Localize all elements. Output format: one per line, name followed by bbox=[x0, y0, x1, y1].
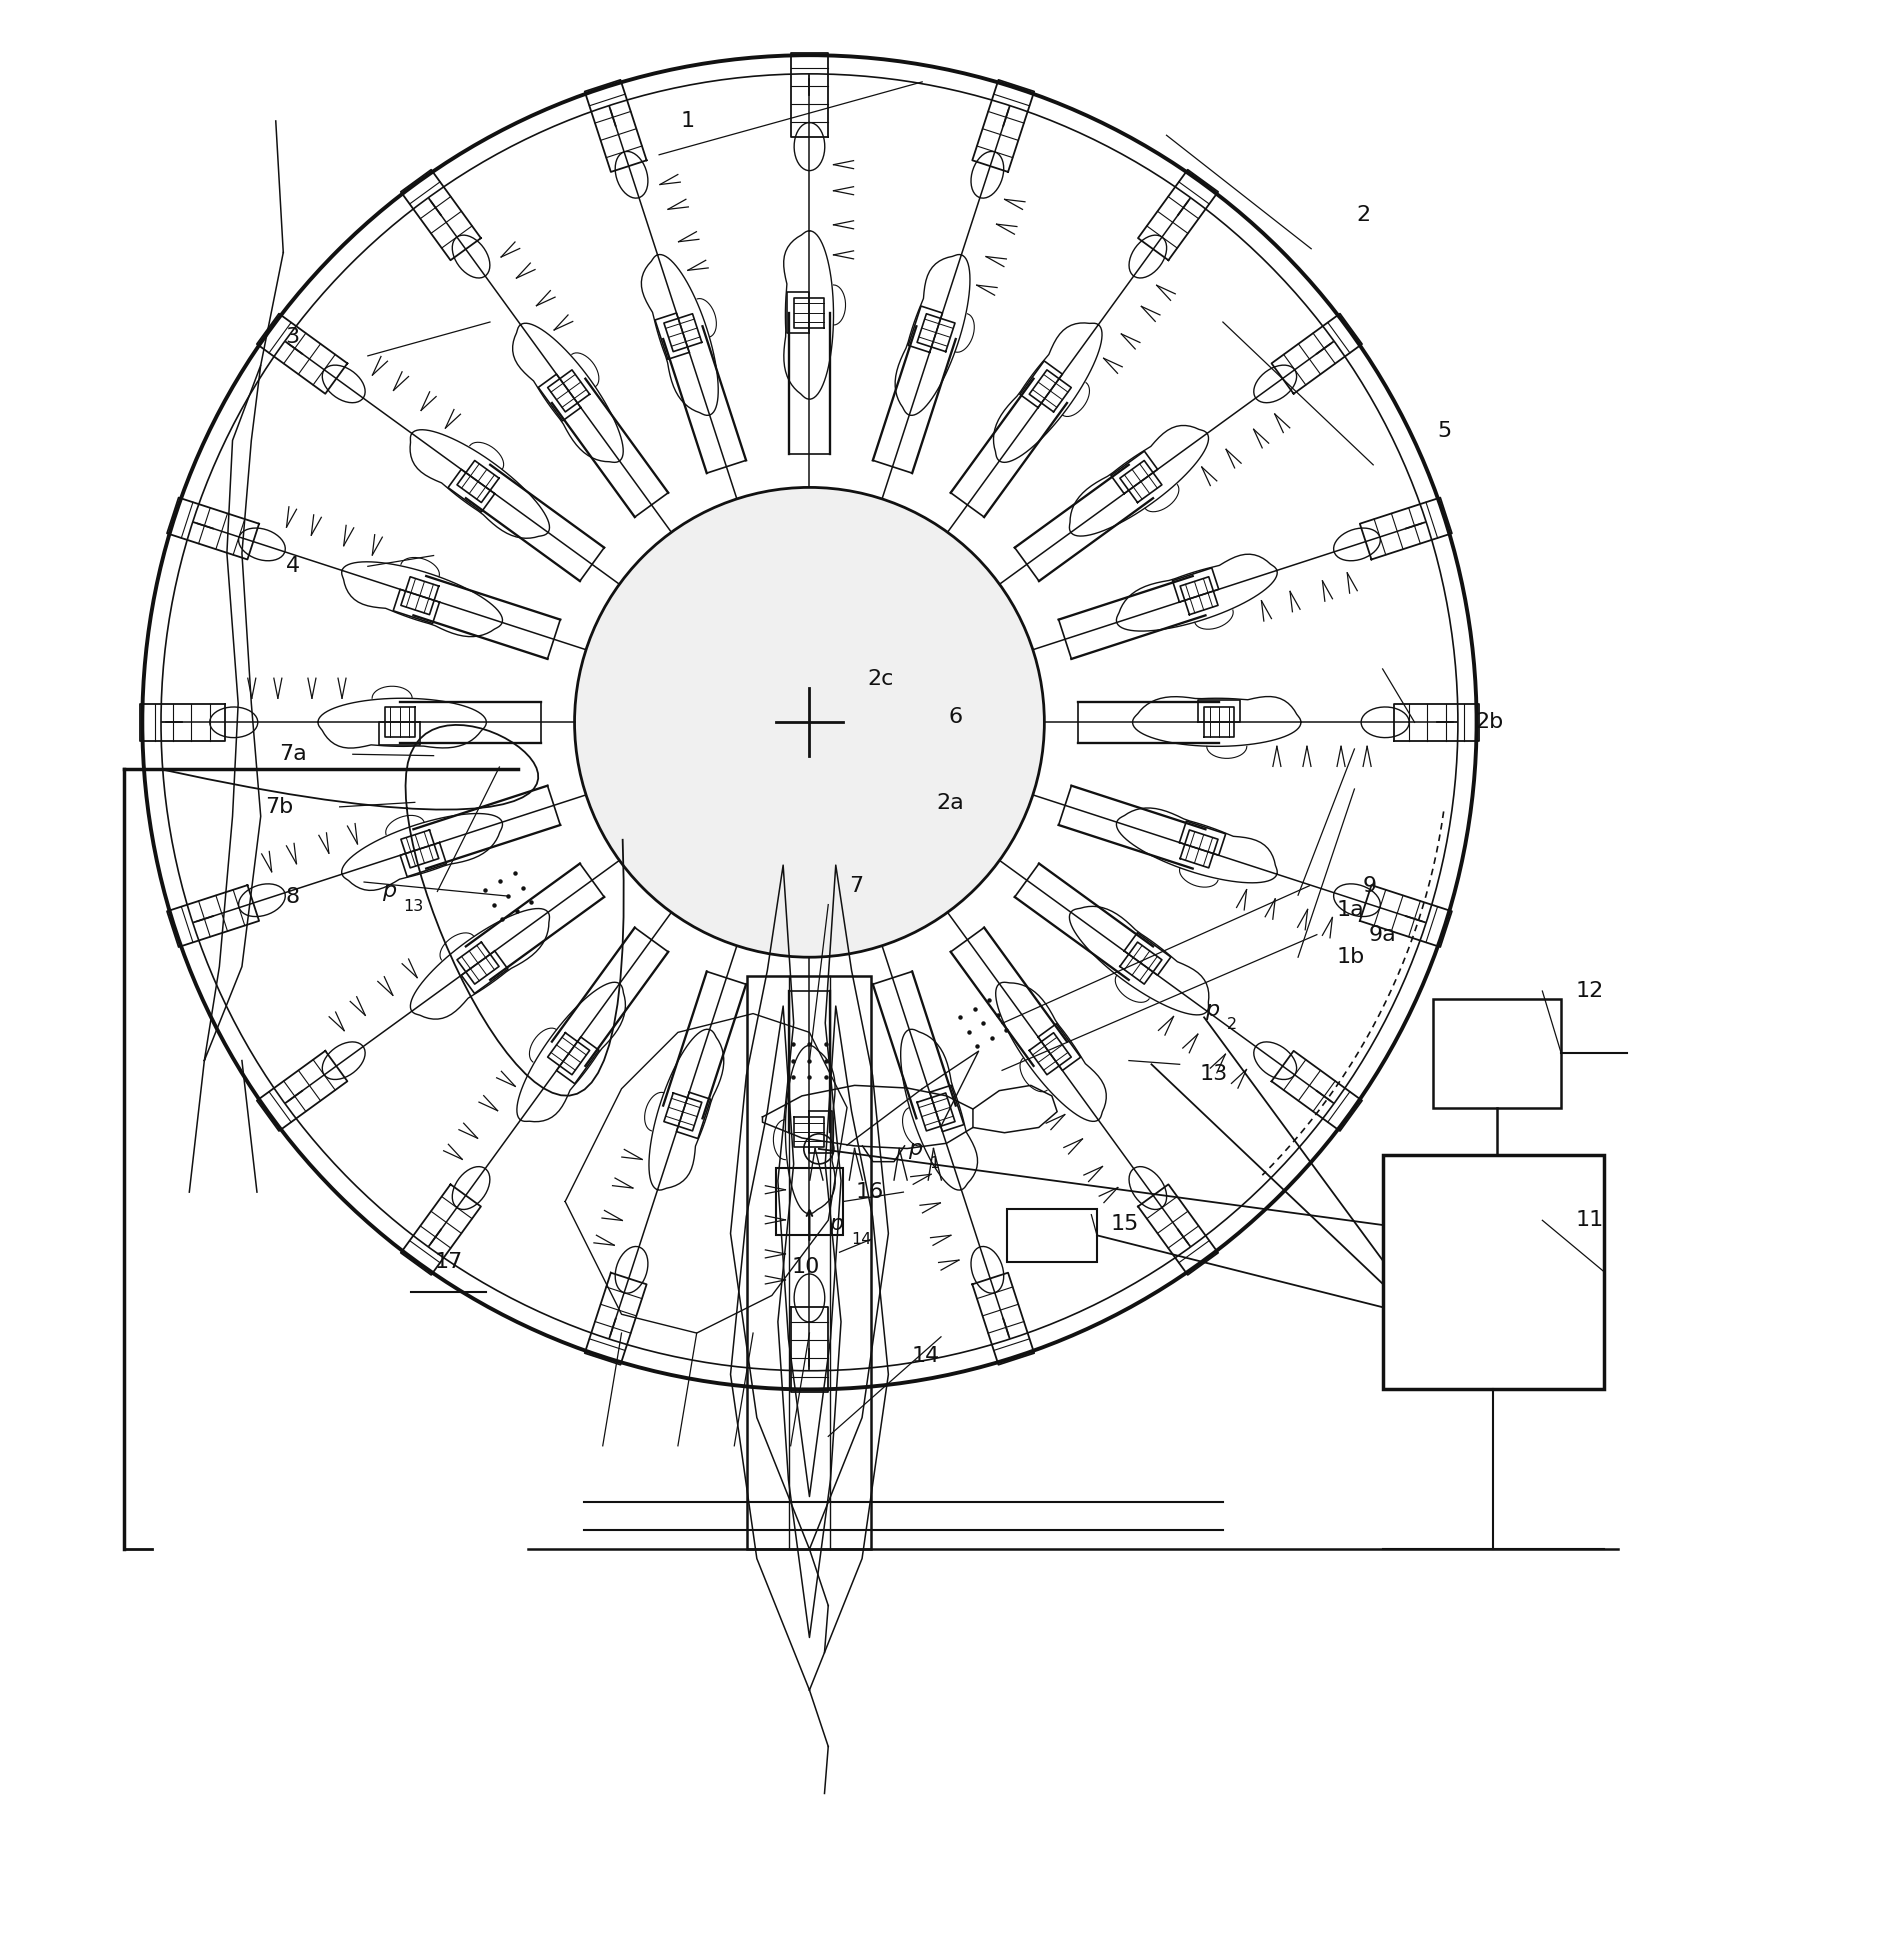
Text: p: p bbox=[382, 882, 395, 902]
Text: 3: 3 bbox=[286, 328, 299, 347]
Text: 5: 5 bbox=[1438, 422, 1451, 441]
Circle shape bbox=[574, 488, 1045, 956]
Text: 7a: 7a bbox=[279, 744, 307, 765]
Text: 9a: 9a bbox=[1368, 925, 1396, 945]
Text: p: p bbox=[830, 1214, 843, 1234]
Bar bbox=[1434, 999, 1562, 1107]
Text: 1: 1 bbox=[679, 111, 694, 131]
Text: 15: 15 bbox=[1110, 1214, 1139, 1234]
Text: 2c: 2c bbox=[868, 670, 894, 689]
Text: 1a: 1a bbox=[1336, 900, 1364, 919]
Text: 14: 14 bbox=[851, 1232, 871, 1247]
Text: 11: 11 bbox=[1575, 1210, 1603, 1230]
Text: 13: 13 bbox=[403, 900, 423, 914]
Text: 2b: 2b bbox=[1475, 712, 1504, 732]
Text: 16: 16 bbox=[856, 1183, 885, 1202]
Text: 2: 2 bbox=[1357, 205, 1370, 224]
Text: 1: 1 bbox=[930, 1156, 939, 1171]
Text: p: p bbox=[909, 1138, 922, 1159]
Text: 17: 17 bbox=[435, 1251, 463, 1271]
Text: 2: 2 bbox=[1227, 1017, 1236, 1033]
Bar bbox=[775, 1167, 843, 1236]
Text: 8: 8 bbox=[286, 886, 299, 908]
Bar bbox=[747, 976, 871, 1550]
Text: 4: 4 bbox=[286, 556, 299, 576]
Text: 9: 9 bbox=[1363, 876, 1376, 896]
Text: 1b: 1b bbox=[1336, 947, 1364, 966]
Bar bbox=[1007, 1208, 1097, 1261]
Text: 10: 10 bbox=[792, 1257, 821, 1277]
Text: 2a: 2a bbox=[937, 793, 964, 814]
Text: 6: 6 bbox=[949, 707, 964, 726]
Text: p: p bbox=[1204, 999, 1220, 1019]
Text: 13: 13 bbox=[1199, 1064, 1227, 1083]
Text: 7: 7 bbox=[849, 876, 864, 896]
Bar bbox=[1383, 1154, 1603, 1390]
Text: 12: 12 bbox=[1575, 982, 1603, 1001]
Text: 14: 14 bbox=[913, 1345, 941, 1366]
Text: 7b: 7b bbox=[265, 796, 294, 816]
